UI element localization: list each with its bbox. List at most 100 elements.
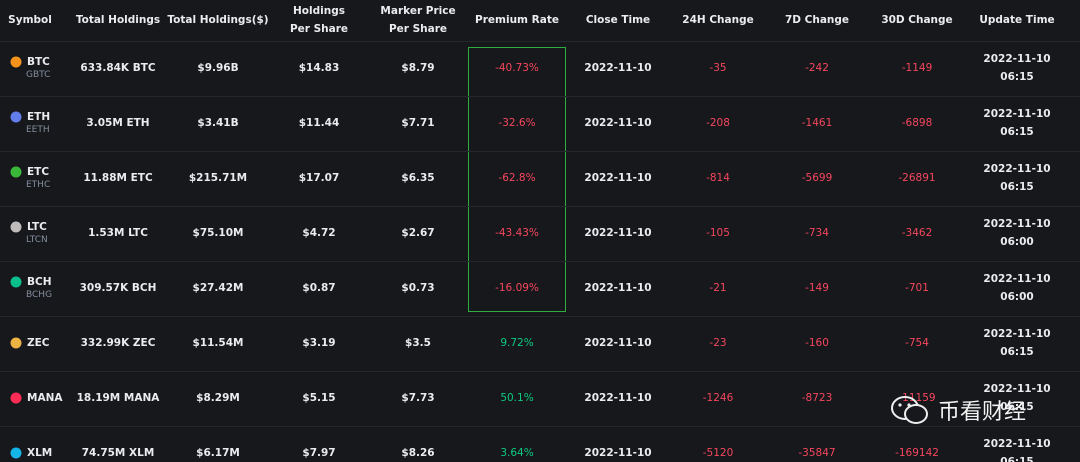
ch7: -734	[805, 227, 829, 239]
column-header: Update Time	[979, 14, 1055, 26]
row-divider	[0, 261, 1080, 262]
premium: -62.8%	[498, 172, 536, 184]
close: 2022-11-10	[584, 282, 652, 294]
highlight-box	[468, 47, 566, 312]
premium: -16.09%	[495, 282, 539, 294]
ch24: -35	[709, 62, 727, 74]
holdings: 11.88M ETC	[83, 172, 153, 184]
symbol: ZEC	[27, 337, 50, 349]
price: $7.73	[401, 392, 435, 404]
ch24: -21	[709, 282, 727, 294]
update-time: 06:15	[1000, 401, 1034, 413]
holdings-usd: $9.96B	[197, 62, 239, 74]
ch24: -23	[709, 337, 727, 349]
row-divider	[0, 371, 1080, 372]
column-header: 30D Change	[881, 14, 953, 26]
price: $6.35	[401, 172, 435, 184]
ch7: -8723	[801, 392, 833, 404]
fund-ticker: ETHC	[26, 180, 51, 190]
update-time: 2022-11-10	[983, 383, 1051, 395]
holdings: 74.75M XLM	[81, 447, 155, 459]
fund-ticker: EETH	[26, 125, 50, 135]
holdings: 18.19M MANA	[76, 392, 160, 404]
update-time: 2022-11-10	[983, 53, 1051, 65]
symbol: BTC	[27, 56, 50, 68]
update-time: 06:15	[1000, 456, 1034, 462]
update-time: 2022-11-10	[983, 328, 1051, 340]
column-header: Per Share	[289, 23, 349, 35]
holdings-usd: $6.17M	[196, 447, 240, 459]
coin-icon	[10, 337, 22, 349]
ch7: -35847	[798, 447, 836, 459]
ch24: -105	[706, 227, 730, 239]
update-time: 06:15	[1000, 346, 1034, 358]
ch30: -6898	[901, 117, 933, 129]
column-header: Close Time	[585, 14, 651, 26]
fund-ticker: LTCN	[26, 235, 48, 245]
price: $0.73	[401, 282, 435, 294]
fund-ticker: BCHG	[26, 290, 53, 300]
coin-icon	[10, 392, 22, 404]
coin-icon	[10, 56, 22, 68]
ch30: -754	[905, 337, 929, 349]
close: 2022-11-10	[584, 337, 652, 349]
update-time: 06:15	[1000, 181, 1034, 193]
update-time: 2022-11-10	[983, 108, 1051, 120]
column-header: Per Share	[388, 23, 448, 35]
update-time: 06:15	[1000, 71, 1034, 83]
per-share: $3.19	[302, 337, 336, 349]
price: $8.26	[401, 447, 435, 459]
per-share: $7.97	[302, 447, 336, 459]
holdings: 309.57K BCH	[79, 282, 157, 294]
coin-icon	[10, 111, 22, 123]
coin-icon	[10, 166, 22, 178]
premium: 50.1%	[500, 392, 534, 404]
holdings-usd: $11.54M	[192, 337, 244, 349]
close: 2022-11-10	[584, 117, 652, 129]
wechat-icon	[891, 396, 928, 424]
symbol: ETC	[27, 166, 50, 178]
ch7: -1461	[801, 117, 833, 129]
coin-icon	[10, 276, 22, 288]
update-time: 2022-11-10	[983, 163, 1051, 175]
per-share: $14.83	[298, 62, 340, 74]
row-divider	[0, 96, 1080, 97]
row-divider	[0, 316, 1080, 317]
close: 2022-11-10	[584, 227, 652, 239]
symbol: XLM	[27, 447, 53, 459]
per-share: $11.44	[298, 117, 340, 129]
close: 2022-11-10	[584, 172, 652, 184]
column-header: Total Holdings	[75, 14, 161, 26]
row-divider	[0, 41, 1080, 42]
column-header: Symbol	[8, 14, 52, 26]
premium: -43.43%	[495, 227, 539, 239]
premium: 3.64%	[500, 447, 534, 459]
ch7: -160	[805, 337, 829, 349]
ch30: -169142	[895, 447, 939, 459]
update-time: 2022-11-10	[983, 273, 1051, 285]
update-time: 2022-11-10	[983, 218, 1051, 230]
row-divider	[0, 426, 1080, 427]
symbol: ETH	[27, 111, 51, 123]
ch7: -5699	[801, 172, 833, 184]
per-share: $4.72	[302, 227, 336, 239]
update-time: 2022-11-10	[983, 438, 1051, 450]
price: $8.79	[401, 62, 435, 74]
update-time: 06:00	[1000, 236, 1034, 248]
update-time: 06:15	[1000, 126, 1034, 138]
holdings: 3.05M ETH	[86, 117, 150, 129]
price: $7.71	[401, 117, 435, 129]
fund-ticker: GBTC	[26, 70, 51, 80]
watermark: 币看财经	[890, 388, 1070, 432]
price: $3.5	[405, 337, 431, 349]
price: $2.67	[401, 227, 435, 239]
premium: -32.6%	[498, 117, 536, 129]
column-header: Marker Price	[380, 5, 456, 17]
ch30: -701	[905, 282, 929, 294]
holdings: 633.84K BTC	[80, 62, 156, 74]
ch24: -1246	[702, 392, 734, 404]
ch24: -208	[706, 117, 730, 129]
ch24: -814	[706, 172, 730, 184]
watermark-text: 币看财经	[938, 400, 1027, 425]
column-header: 24H Change	[682, 14, 754, 26]
